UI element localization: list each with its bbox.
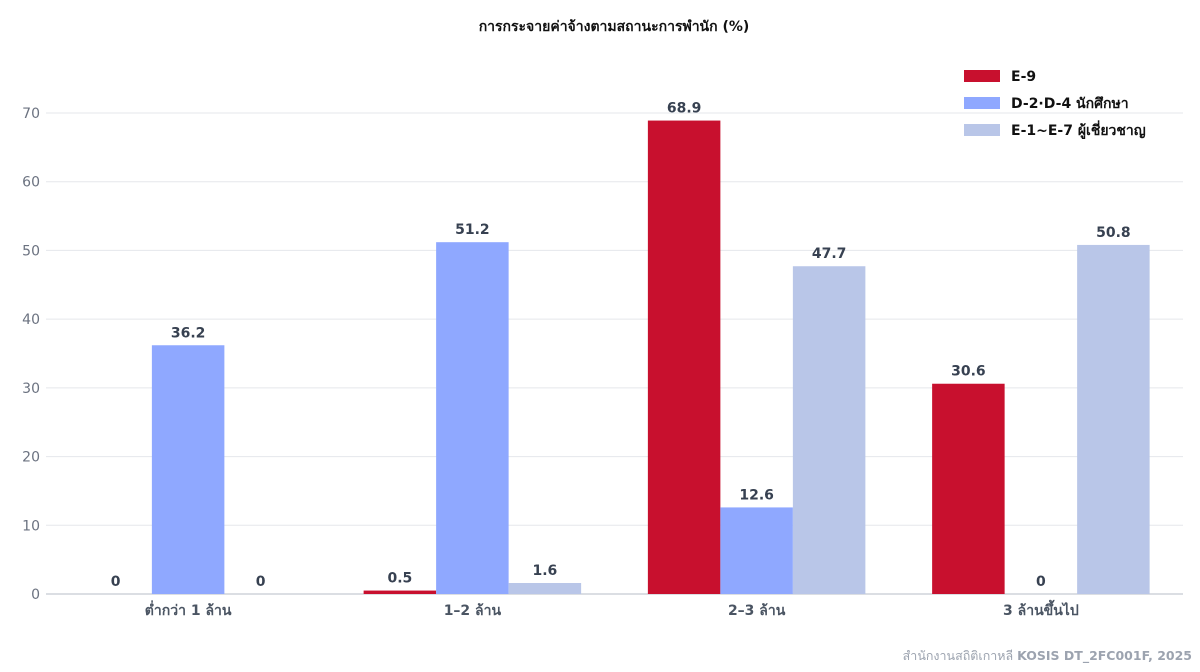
legend-label: E-1~E-7 ผู้เชี่ยวชาญ — [1011, 120, 1146, 139]
legend-swatch — [964, 124, 1000, 136]
data-label: 0 — [256, 574, 266, 590]
legend-label: E-9 — [1011, 69, 1036, 85]
data-label: 0 — [111, 574, 121, 590]
legend-swatch — [964, 97, 1000, 109]
y-tick-label: 70 — [22, 106, 40, 122]
data-label: 36.2 — [171, 325, 206, 341]
data-label: 68.9 — [667, 101, 702, 117]
data-label: 0 — [1036, 574, 1046, 590]
chart-title: การกระจายค่าจ้างตามสถานะการพำนัก (%) — [479, 19, 750, 35]
bar — [1077, 244, 1150, 594]
x-tick-label: 3 ล้านขึ้นไป — [1003, 599, 1079, 619]
y-axis-ticks: 0 10 20 30 40 50 60 70 — [22, 106, 40, 603]
bar — [436, 242, 509, 594]
x-axis-ticks: ต่ำกว่า 1 ล้าน 1–2 ล้าน 2–3 ล้าน 3 ล้านขึ้น… — [145, 599, 1079, 619]
x-tick-label: ต่ำกว่า 1 ล้าน — [145, 600, 232, 619]
data-label: 30.6 — [951, 364, 986, 380]
y-tick-label: 10 — [22, 518, 40, 534]
bars — [151, 120, 1150, 595]
bar — [508, 583, 582, 594]
bar — [720, 507, 793, 594]
source-prefix: สำนักงานสถิติเกาหลี — [903, 648, 1017, 663]
data-label: 47.7 — [812, 246, 847, 262]
x-tick-label: 1–2 ล้าน — [444, 603, 502, 619]
bar — [932, 383, 1005, 594]
data-labels: 0 36.2 0 0.5 51.2 1.6 68.9 12.6 47.7 30.6 0 50.8 — [111, 101, 1131, 590]
legend-label: D-2·D-4 นักศึกษา — [1011, 95, 1129, 112]
y-tick-label: 0 — [31, 587, 40, 603]
data-label: 12.6 — [739, 487, 774, 503]
bar — [151, 345, 225, 594]
y-tick-label: 50 — [22, 243, 40, 259]
bar — [792, 266, 866, 594]
legend-swatch — [964, 70, 1000, 82]
data-label: 50.8 — [1096, 225, 1131, 241]
x-tick-label: 2–3 ล้าน — [728, 603, 786, 619]
bar — [647, 120, 721, 595]
y-tick-label: 20 — [22, 450, 40, 466]
y-tick-label: 30 — [22, 381, 40, 397]
data-label: 51.2 — [455, 222, 490, 238]
legend: E-9 D-2·D-4 นักศึกษา E-1~E-7 ผู้เชี่ยวชาญ — [964, 69, 1146, 139]
source-id: KOSIS DT_2FC001F, 2025 — [1017, 648, 1192, 664]
data-label: 1.6 — [532, 563, 557, 579]
bar — [363, 590, 437, 594]
y-tick-label: 60 — [22, 175, 40, 191]
source-note: สำนักงานสถิติเกาหลี KOSIS DT_2FC001F, 20… — [903, 648, 1192, 664]
y-tick-label: 40 — [22, 312, 40, 328]
data-label: 0.5 — [387, 571, 412, 587]
